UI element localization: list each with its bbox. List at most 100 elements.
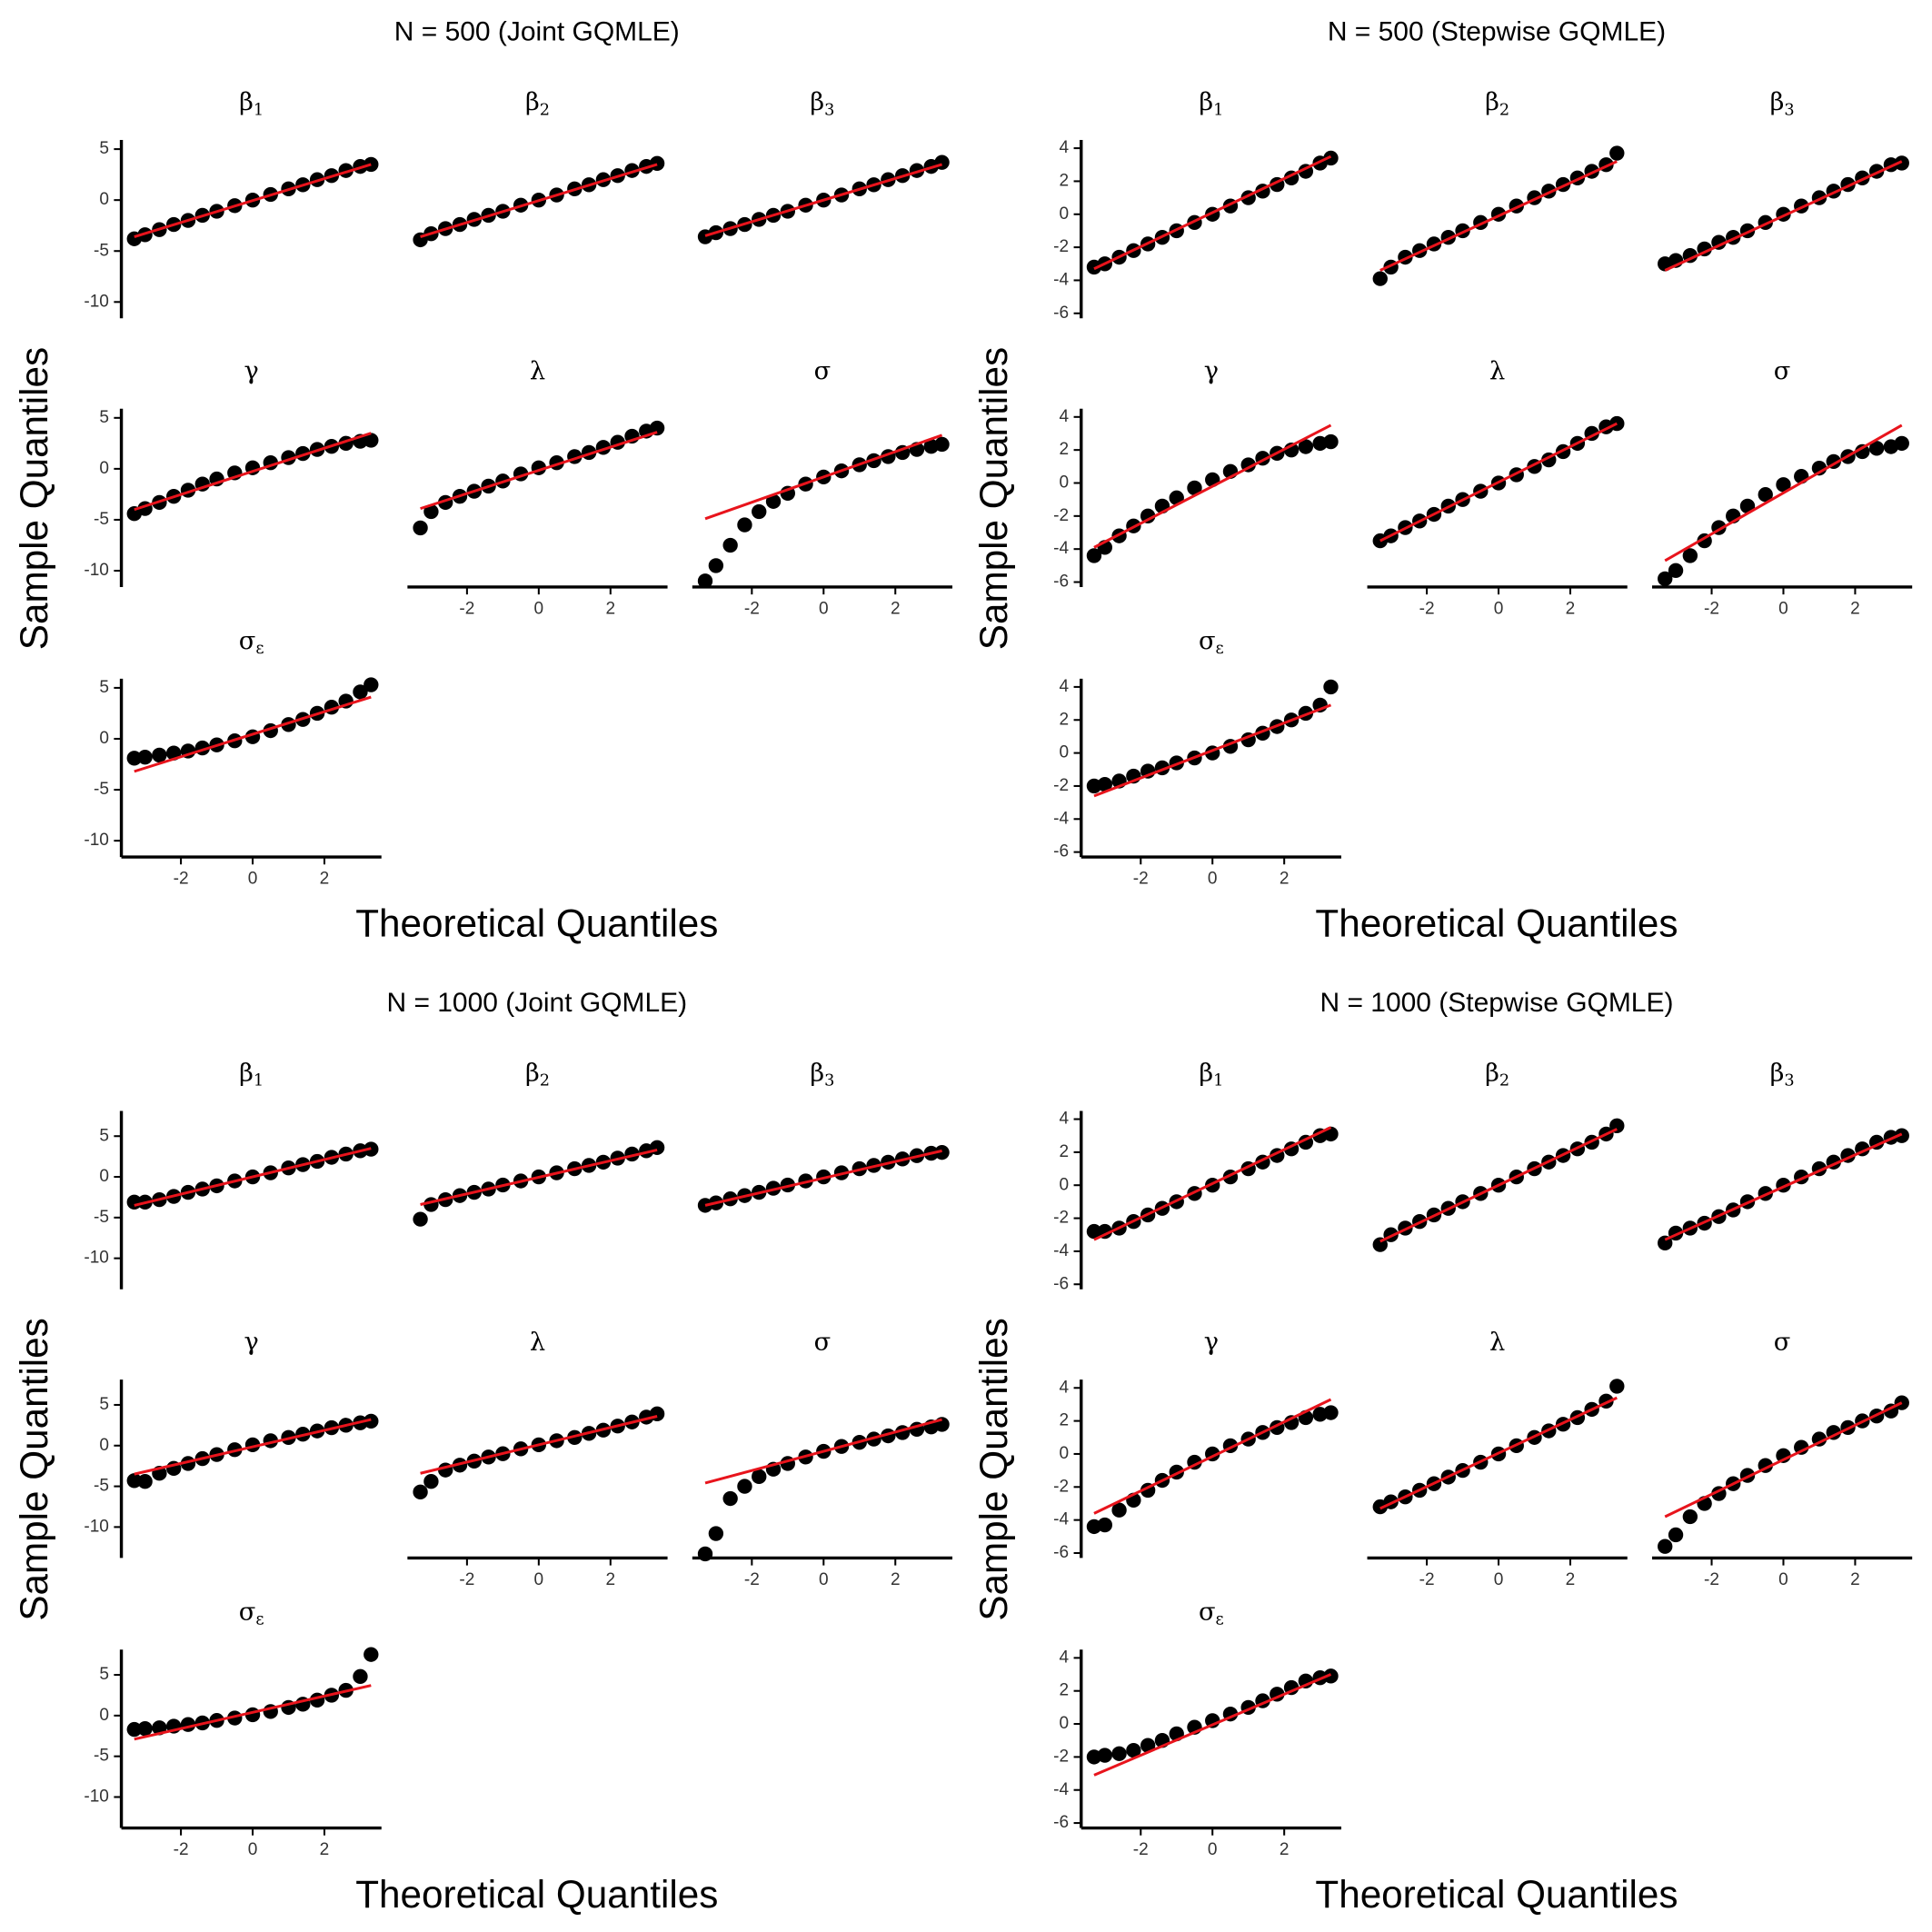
point [1140, 1738, 1156, 1753]
x-tick-label: 0 [248, 870, 258, 889]
facet-symbol: β [1199, 1059, 1213, 1087]
x-axis-label: Theoretical Quantiles [1315, 1873, 1678, 1916]
point [722, 537, 738, 553]
x-tick-label: 2 [605, 1570, 615, 1589]
y-tick-label: 0 [99, 459, 109, 478]
point [697, 1546, 713, 1562]
facet-symbol: λ [530, 1328, 545, 1356]
y-tick-label: 0 [1060, 1714, 1070, 1733]
y-tick-label: 4 [1060, 407, 1070, 426]
facet-symbol: β [239, 1059, 254, 1087]
reference-line [1093, 703, 1332, 798]
x-tick-label: -2 [1704, 600, 1719, 619]
facet-symbol: β [1485, 88, 1499, 116]
y-tick-label: -6 [1053, 1813, 1069, 1832]
y-tick-label: -2 [1053, 237, 1069, 256]
x-tick-label: 2 [1566, 600, 1576, 619]
point [1126, 1742, 1141, 1758]
point [1658, 1539, 1673, 1554]
x-tick-label: 0 [1208, 1840, 1218, 1859]
x-tick-label: -2 [459, 1570, 474, 1589]
point [1097, 1517, 1112, 1533]
facet-symbol: σ [1774, 1328, 1791, 1356]
group-title: N = 1000 (Stepwise GQMLE) [1320, 988, 1674, 1018]
point [1668, 1527, 1684, 1543]
facet-title: σ [814, 356, 832, 384]
facet-symbol: γ [244, 1328, 259, 1356]
y-tick-label: 0 [1060, 473, 1070, 493]
point [1097, 1748, 1112, 1763]
facet-title: β2 [1485, 88, 1509, 120]
facet-symbol: σ [239, 1598, 256, 1626]
facet-subscript: 3 [824, 101, 834, 119]
y-tick-label: 5 [99, 678, 109, 697]
reference-line [704, 1418, 942, 1485]
y-tick-label: 4 [1060, 1110, 1070, 1129]
y-tick-label: 0 [1060, 743, 1070, 762]
facet-title: β2 [525, 88, 550, 120]
y-tick-label: -4 [1053, 1510, 1069, 1529]
point [1894, 435, 1909, 452]
facet-title: λ [1489, 1328, 1505, 1356]
point [765, 493, 782, 509]
facet-symbol: γ [244, 356, 259, 384]
reference-line [420, 1415, 658, 1475]
y-tick-label: 5 [99, 139, 109, 158]
x-tick-label: -2 [459, 600, 474, 619]
facet-symbol: β [1770, 88, 1785, 116]
reference-line [1379, 160, 1618, 272]
group-title: N = 500 (Stepwise GQMLE) [1328, 17, 1666, 47]
x-tick-label: 2 [1850, 600, 1860, 619]
facet-symbol: σ [814, 356, 832, 384]
y-tick-label: 0 [99, 1706, 109, 1725]
point [413, 1484, 428, 1500]
y-tick-label: 4 [1060, 138, 1070, 157]
x-tick-label: 0 [534, 600, 544, 619]
reference-line [1664, 423, 1903, 563]
facet-symbol: β [810, 1059, 824, 1087]
point [363, 433, 379, 448]
point [1811, 460, 1827, 476]
x-tick-label: 0 [819, 600, 829, 619]
y-tick-label: 0 [99, 729, 109, 748]
x-tick-label: -2 [1419, 1570, 1435, 1589]
reference-line [1664, 160, 1903, 272]
point [1086, 548, 1102, 563]
facet-title: σ [1774, 356, 1791, 384]
y-tick-label: -10 [84, 292, 109, 311]
point [1140, 508, 1156, 524]
facet-title: σε [239, 626, 264, 658]
reference-line [420, 1149, 658, 1206]
point [1758, 487, 1773, 503]
facet-title: λ [1489, 356, 1505, 384]
y-tick-label: 2 [1060, 1681, 1070, 1700]
reference-line [420, 431, 658, 511]
facet-title: λ [530, 356, 545, 384]
facet-symbol: β [810, 88, 824, 116]
point [1868, 441, 1885, 456]
y-tick-label: 0 [99, 1167, 109, 1186]
point [1668, 563, 1684, 578]
point [152, 747, 167, 763]
x-tick-label: 0 [534, 1570, 544, 1589]
point [1372, 271, 1388, 286]
point [1323, 1668, 1339, 1684]
point [934, 1144, 950, 1160]
y-tick-label: 5 [99, 408, 109, 427]
x-tick-label: 0 [1494, 600, 1504, 619]
group-title: N = 1000 (Joint GQMLE) [386, 988, 687, 1018]
point [423, 503, 439, 520]
facet-title: σε [1199, 626, 1224, 658]
y-tick-label: -5 [94, 1747, 109, 1766]
point [137, 1474, 153, 1489]
facet-subscript: ε [1216, 640, 1224, 658]
facet-subscript: ε [1216, 1611, 1224, 1629]
y-tick-label: -6 [1053, 1543, 1069, 1562]
facet-title: σ [1774, 1328, 1791, 1356]
reference-line [1664, 1401, 1903, 1519]
point [1794, 1439, 1809, 1455]
x-tick-label: 2 [320, 1840, 330, 1859]
point [1894, 155, 1909, 171]
reference-line [134, 1684, 372, 1741]
point [1298, 439, 1314, 454]
